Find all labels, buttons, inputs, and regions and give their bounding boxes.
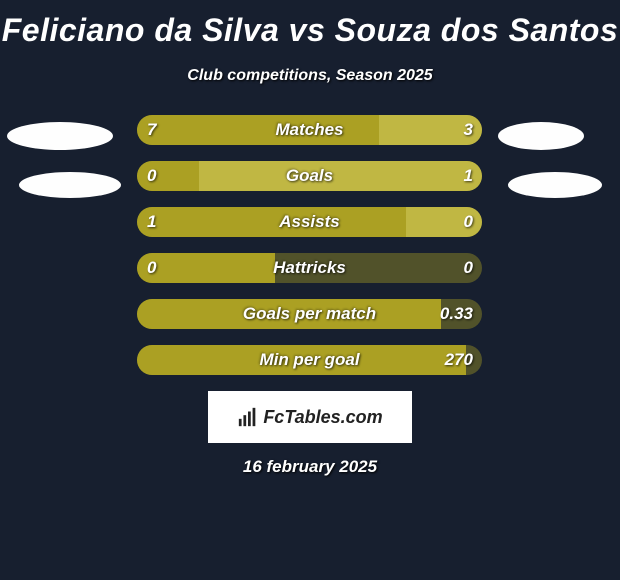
bar-right (199, 161, 482, 191)
page-title: Feliciano da Silva vs Souza dos Santos (0, 0, 620, 49)
bar-left (137, 207, 406, 237)
stat-row-assists: Assists10 (0, 207, 620, 237)
fctables-icon (237, 406, 259, 428)
avatar-oval-3 (508, 172, 602, 198)
bar-left (137, 299, 441, 329)
bar-track (137, 115, 482, 145)
bar-left (137, 345, 466, 375)
avatar-oval-2 (498, 122, 584, 150)
bar-right (406, 207, 482, 237)
avatar-oval-0 (7, 122, 113, 150)
stat-row-goals-per-match: Goals per match0.33 (0, 299, 620, 329)
bar-right (379, 115, 483, 145)
comparison-chart: Matches73Goals01Assists10Hattricks00Goal… (0, 115, 620, 375)
bar-left (137, 161, 199, 191)
bar-track (137, 207, 482, 237)
stat-row-min-per-goal: Min per goal270 (0, 345, 620, 375)
bar-track (137, 253, 482, 283)
bar-left (137, 253, 275, 283)
date-label: 16 february 2025 (0, 457, 620, 477)
subtitle: Club competitions, Season 2025 (0, 67, 620, 85)
bar-track (137, 161, 482, 191)
watermark-text: FcTables.com (263, 407, 382, 428)
watermark: FcTables.com (208, 391, 412, 443)
avatar-oval-1 (19, 172, 121, 198)
stat-row-hattricks: Hattricks00 (0, 253, 620, 283)
bar-track (137, 299, 482, 329)
bar-track (137, 345, 482, 375)
bar-left (137, 115, 379, 145)
